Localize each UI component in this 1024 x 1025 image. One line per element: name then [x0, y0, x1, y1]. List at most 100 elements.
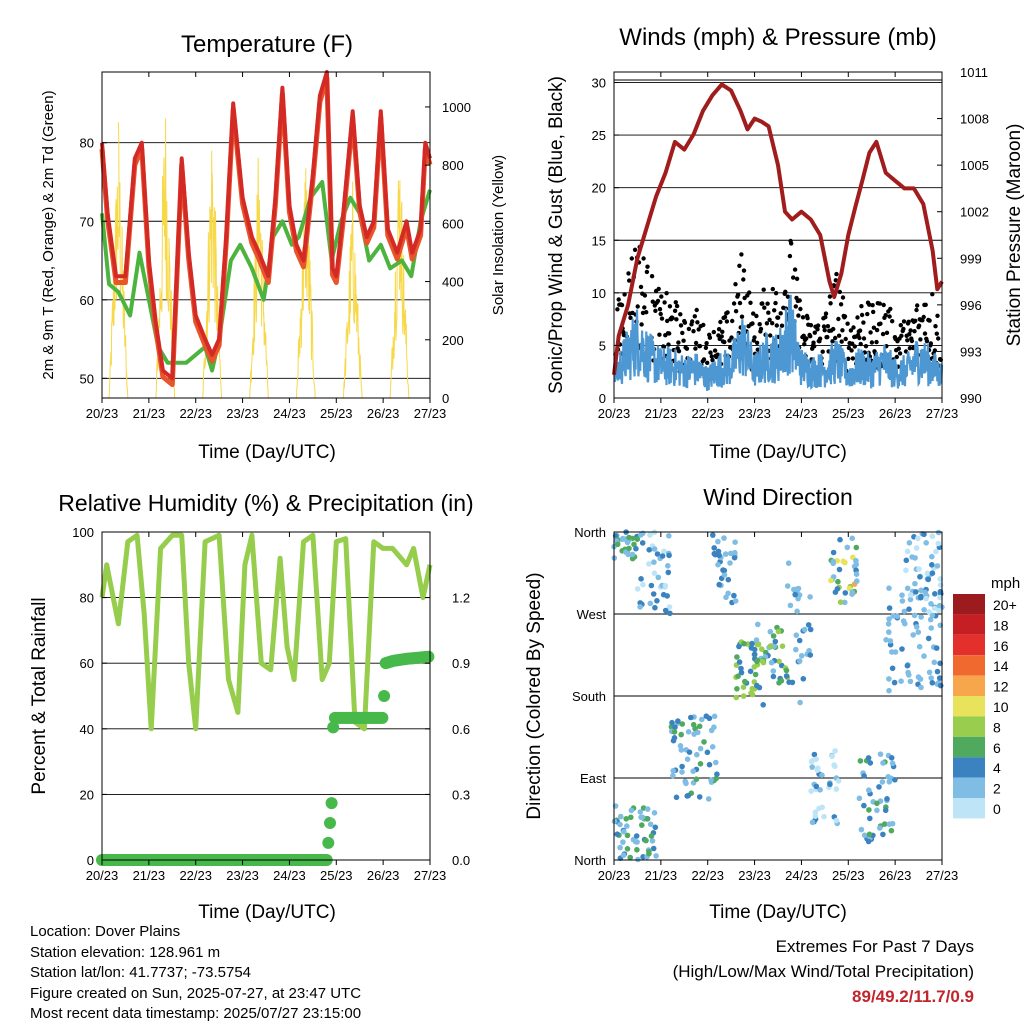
direction-point — [671, 735, 678, 741]
direction-point — [861, 802, 867, 809]
direction-point — [693, 776, 700, 782]
direction-point — [883, 637, 889, 643]
direction-point — [640, 530, 646, 537]
gust-point — [690, 319, 695, 324]
direction-point — [637, 600, 643, 606]
direction-point — [866, 807, 872, 813]
gust-point — [757, 322, 762, 327]
direction-point — [925, 576, 932, 583]
gust-point — [729, 335, 734, 340]
direction-point — [678, 747, 685, 753]
direction-point — [714, 771, 720, 777]
gust-point — [905, 338, 910, 343]
y2-tick-label: 1002 — [960, 205, 989, 220]
direction-point — [639, 814, 646, 821]
gust-point — [758, 326, 764, 332]
direction-point — [807, 594, 813, 600]
wind-direction-y-ticks: North East South West North — [572, 525, 619, 868]
direction-point — [854, 578, 860, 584]
direction-point — [740, 684, 747, 690]
gust-point — [874, 339, 879, 345]
direction-point — [734, 654, 740, 660]
direction-point — [833, 817, 840, 824]
data-timestamp: Most recent data timestamp: 2025/07/27 2… — [30, 1005, 362, 1022]
direction-point — [677, 743, 684, 749]
legend-swatch — [953, 736, 985, 758]
gust-point — [733, 309, 739, 314]
direction-point — [915, 629, 922, 635]
gust-point — [802, 342, 807, 347]
gust-point — [655, 298, 661, 304]
gust-point — [804, 336, 809, 341]
direction-point — [929, 680, 936, 686]
gust-point — [622, 292, 627, 297]
direction-point — [832, 589, 839, 595]
x-tick-label: 21/23 — [645, 868, 678, 883]
x-tick-label: 20/23 — [86, 868, 119, 883]
pressure-y2-ticks: 990 993 996 999 1002 1005 1008 1011 — [937, 65, 989, 406]
y-tick-label: 80 — [80, 591, 94, 606]
direction-point — [679, 769, 685, 775]
direction-point — [918, 684, 924, 691]
x-tick-label: 27/23 — [926, 868, 959, 883]
direction-point — [809, 758, 816, 764]
direction-point — [651, 559, 657, 565]
direction-point — [670, 772, 676, 779]
direction-point — [929, 562, 935, 568]
rainfall-point — [327, 721, 340, 734]
x-tick-label: 25/23 — [832, 406, 865, 421]
y-tick-label: 70 — [80, 214, 94, 229]
y-tick-label: 100 — [72, 525, 94, 540]
gust-point — [859, 304, 864, 309]
gust-point — [849, 348, 854, 353]
wind-direction-panel: Wind Direction North East South West North 2… — [524, 484, 1020, 923]
gust-point — [707, 335, 713, 340]
direction-point — [913, 624, 920, 630]
direction-point — [877, 825, 883, 831]
direction-point — [836, 566, 843, 573]
gust-point — [859, 312, 865, 318]
direction-point — [830, 558, 836, 565]
direction-point — [708, 777, 714, 783]
direction-point — [886, 585, 892, 591]
direction-point — [709, 744, 716, 750]
direction-point — [798, 653, 805, 659]
direction-point — [888, 755, 895, 761]
gust-point — [641, 256, 646, 261]
direction-point — [903, 557, 910, 564]
direction-point — [907, 678, 914, 685]
gust-point — [656, 286, 661, 292]
direction-point — [916, 643, 923, 650]
solar-y2-ticks: 0 200 400 600 800 1000 — [425, 100, 471, 406]
y-tick-label: North — [574, 853, 606, 868]
gust-point — [762, 305, 767, 310]
direction-point — [889, 649, 895, 655]
direction-point — [647, 532, 653, 538]
humidity-line — [99, 532, 433, 732]
direction-point — [731, 592, 737, 599]
direction-point — [770, 673, 777, 680]
y-tick-label: South — [572, 689, 606, 704]
direction-point — [866, 831, 873, 838]
direction-point — [832, 748, 838, 754]
direction-point — [667, 610, 673, 617]
gust-point — [710, 357, 715, 363]
y-tick-label: 60 — [80, 293, 94, 308]
direction-point — [634, 847, 640, 853]
x-tick-label: 26/23 — [879, 868, 912, 883]
direction-point — [921, 607, 927, 613]
direction-point — [678, 731, 684, 738]
direction-point — [694, 751, 700, 758]
gust-point — [739, 314, 745, 319]
direction-point — [710, 532, 716, 538]
gust-point — [741, 268, 747, 273]
y-tick-label: 10 — [592, 286, 606, 301]
gust-point — [793, 304, 798, 309]
direction-point — [805, 622, 812, 628]
gust-point — [805, 316, 810, 321]
direction-point — [655, 574, 662, 581]
gust-point — [838, 302, 844, 307]
direction-point — [679, 721, 686, 727]
legend-swatch — [953, 675, 985, 696]
